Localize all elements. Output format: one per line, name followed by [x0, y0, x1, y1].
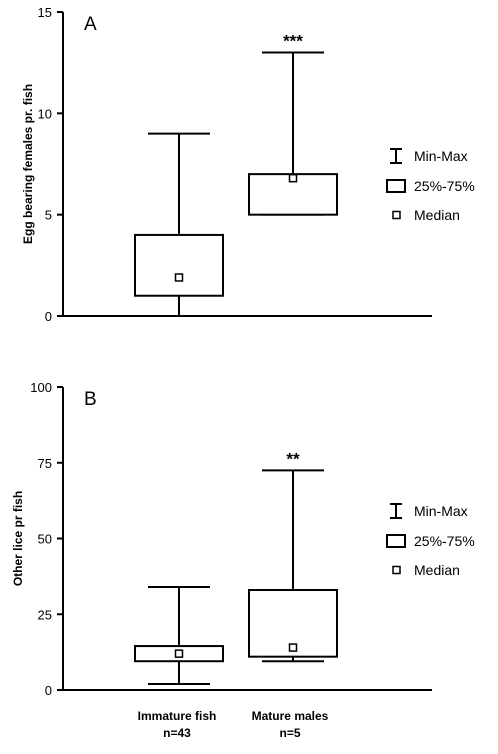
- x-category-n-label: n=5: [279, 726, 300, 740]
- y-tick-label: 5: [45, 208, 52, 223]
- legend-median-label: Median: [414, 207, 460, 223]
- median-marker: [174, 273, 184, 282]
- x-category-label: Immature fish: [138, 709, 217, 723]
- legend-box-label: 25%-75%: [414, 533, 475, 549]
- y-tick-label: 10: [38, 106, 52, 121]
- median-marker: [174, 649, 184, 658]
- legend-median-label: Median: [414, 562, 460, 578]
- x-category-n-label: n=43: [163, 726, 191, 740]
- chart-panel-a: 0 5 10 15 Egg bearing females pr. fish A *** Mi…: [21, 5, 475, 324]
- legend-box-symbol: [386, 534, 406, 548]
- box-immature-fish: [134, 132, 224, 317]
- y-axis-label: Other lice pr fish: [11, 491, 25, 586]
- y-tick-label: 15: [38, 5, 52, 20]
- box-mature-males: ***: [248, 32, 338, 216]
- box-mature-males: **: [248, 449, 338, 663]
- y-tick-label: 75: [38, 456, 52, 471]
- y-tick-label: 100: [30, 380, 52, 395]
- box-immature-fish: [134, 585, 224, 685]
- y-tick-label: 25: [38, 607, 52, 622]
- iqr-box: [134, 233, 224, 297]
- median-marker: [288, 643, 298, 652]
- panel-label: A: [84, 14, 97, 35]
- legend-median-symbol: [392, 565, 401, 575]
- chart-panel-b: 0 25 50 75 100 Other lice pr fish B ** Min-Max 25…: [11, 380, 475, 698]
- legend: Min-Max 25%-75% Median: [386, 503, 475, 578]
- x-category-label: Mature males: [252, 709, 329, 723]
- legend-minmax-label: Min-Max: [414, 148, 468, 164]
- legend-median-symbol: [392, 210, 401, 220]
- y-tick-label: 50: [38, 532, 52, 547]
- significance-label: **: [286, 449, 300, 468]
- median-marker: [288, 173, 298, 183]
- significance-label: ***: [283, 32, 303, 51]
- y-tick-label: 0: [45, 309, 52, 324]
- legend-box-symbol: [386, 179, 406, 193]
- panel-label: B: [84, 389, 97, 410]
- y-axis-label: Egg bearing females pr. fish: [21, 84, 35, 244]
- legend: Min-Max 25%-75% Median: [386, 148, 475, 223]
- y-tick-label: 0: [45, 683, 52, 698]
- legend-minmax-label: Min-Max: [414, 503, 468, 519]
- legend-box-label: 25%-75%: [414, 178, 475, 194]
